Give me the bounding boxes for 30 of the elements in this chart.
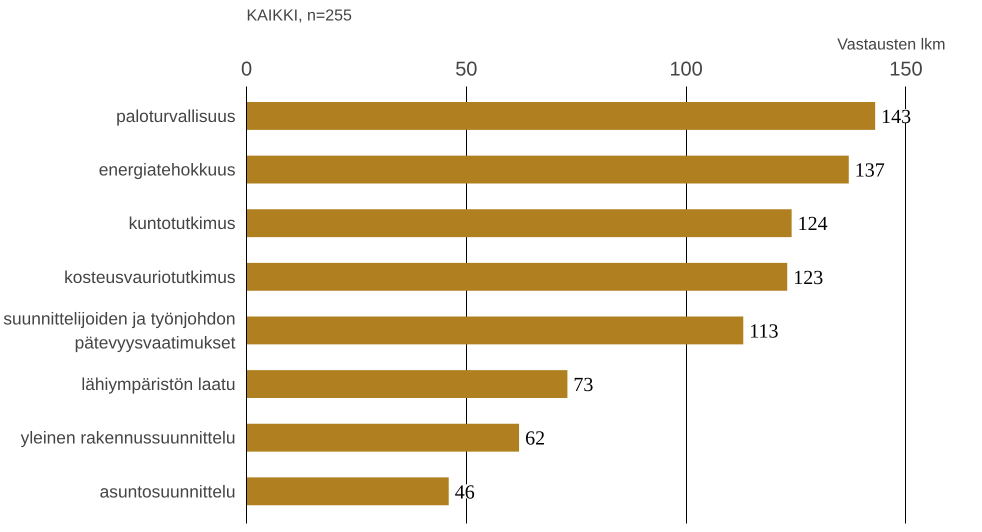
x-tick-label: 150	[889, 58, 923, 80]
y-tick-label: energiatehokkuus	[98, 160, 236, 180]
data-label: 62	[525, 428, 546, 450]
data-label: 113	[749, 320, 779, 342]
bar	[246, 316, 744, 344]
y-tick-label: lähiympäristön laatu	[81, 374, 236, 394]
y-tick-label: paloturvallisuus	[116, 106, 236, 126]
x-axis-title: Vastausten lkm	[837, 36, 946, 54]
y-tick-label: kosteusvauriotutkimus	[64, 266, 236, 287]
data-label: 123	[793, 266, 824, 289]
bar	[246, 262, 788, 291]
chart-title: KAIKKI, n=255	[246, 8, 352, 24]
data-label: 46	[454, 481, 475, 504]
y-tick-label: asuntosuunnittelu	[100, 481, 236, 502]
data-label: 124	[798, 213, 828, 236]
y-tick-label: suunnittelijoiden ja työnjohdon pätevyysvaatimukset	[3, 308, 236, 352]
bar	[246, 370, 568, 398]
x-tick-label: 0	[240, 58, 252, 80]
data-label: 137	[854, 160, 885, 182]
bar	[246, 424, 520, 452]
data-label: 143	[881, 106, 912, 128]
bar	[246, 102, 876, 130]
bar	[246, 209, 792, 238]
data-label: 73	[573, 374, 594, 396]
x-tick-label: 50	[455, 58, 478, 80]
y-tick-label: kuntotutkimus	[128, 213, 236, 234]
x-tick-label: 100	[669, 58, 703, 80]
y-tick-label: yleinen rakennussuunnittelu	[20, 428, 236, 448]
bar	[246, 477, 449, 506]
bar	[246, 156, 849, 184]
